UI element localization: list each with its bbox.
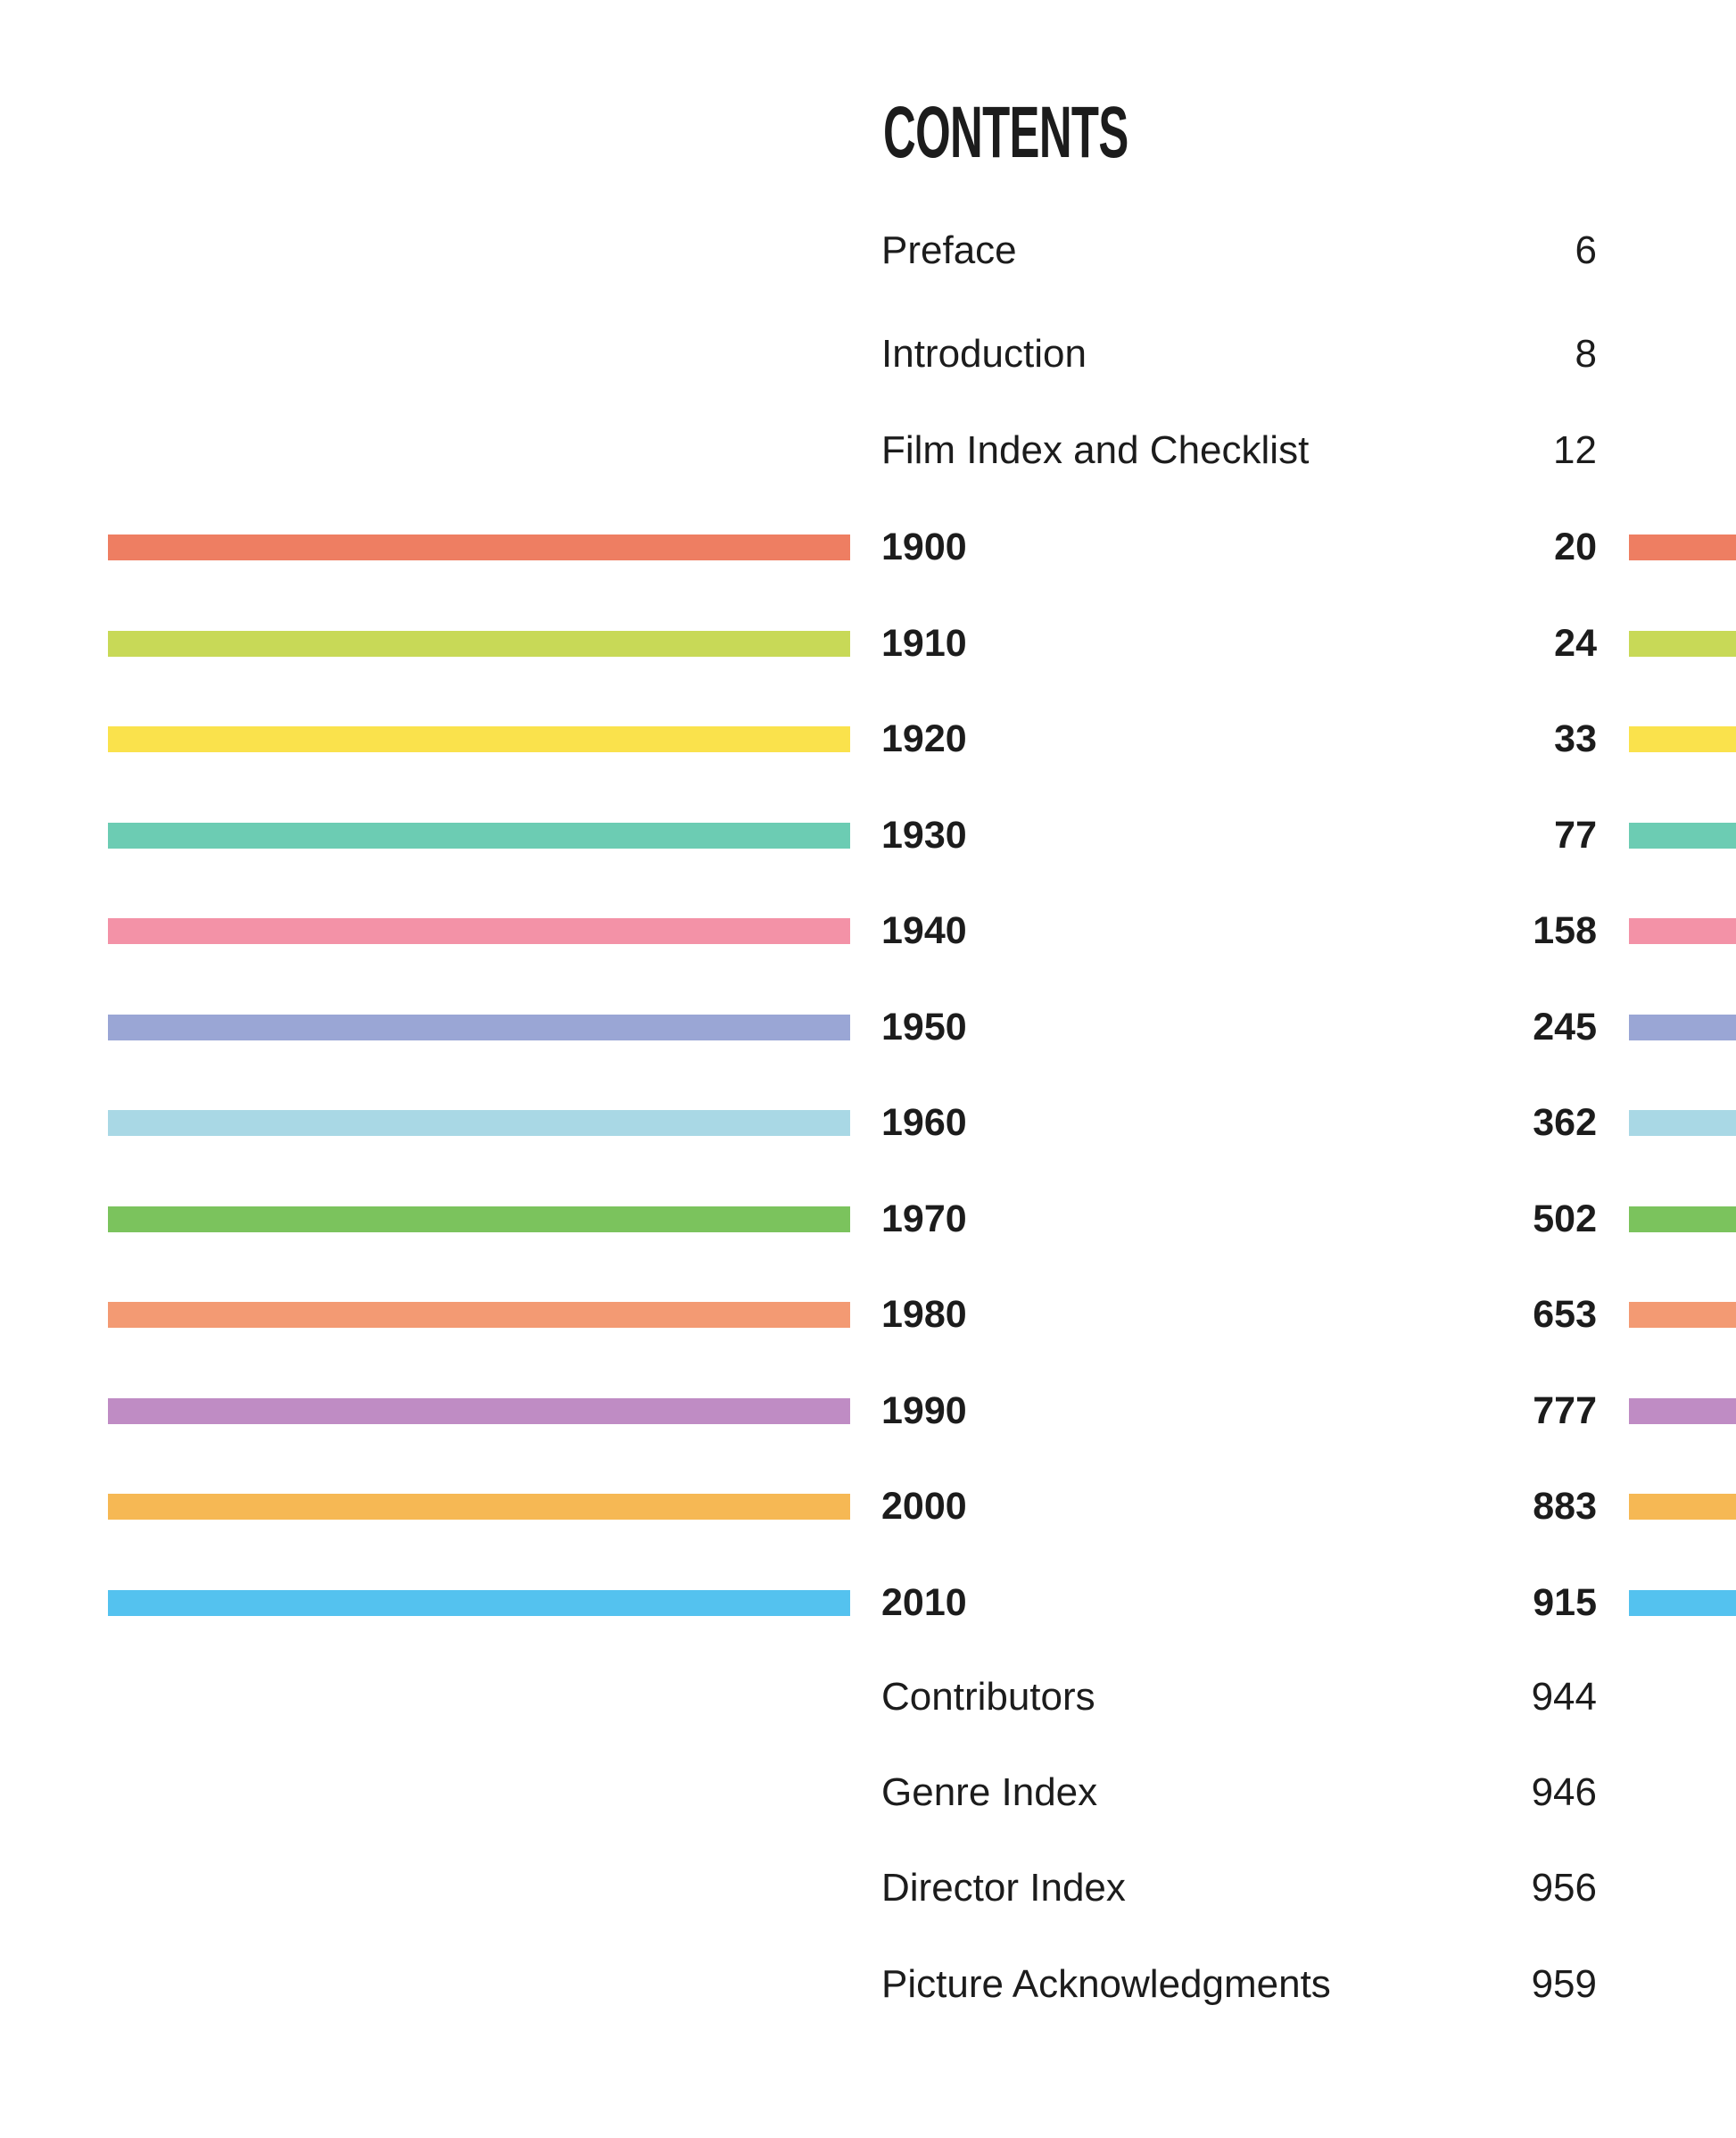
decade-color-bar-right (1629, 1494, 1736, 1520)
toc-entry-label: 1980 (881, 1293, 967, 1336)
toc-page-number: 362 (1533, 1101, 1597, 1144)
toc-page-number: 33 (1554, 717, 1597, 760)
decade-color-bar-left (108, 1206, 850, 1232)
toc-page-number: 6 (1575, 228, 1597, 272)
toc-entry-label: 2000 (881, 1485, 967, 1528)
toc-row-1920: 1920 33 (0, 710, 1736, 767)
toc-row-1990: 1990 777 (0, 1382, 1736, 1439)
toc-entry-label: 1940 (881, 909, 967, 952)
toc-entry-label: 1930 (881, 814, 967, 857)
toc-row-1950: 1950 245 (0, 999, 1736, 1056)
toc-page-number: 8 (1575, 332, 1597, 376)
toc-page-number: 502 (1533, 1197, 1597, 1240)
decade-color-bar-left (108, 534, 850, 560)
decade-color-bar-left (108, 1302, 850, 1328)
decade-color-bar-right (1629, 1398, 1736, 1424)
toc-entry-label: 1960 (881, 1101, 967, 1144)
toc-entry-label: Introduction (881, 332, 1087, 376)
toc-row-1940: 1940 158 (0, 902, 1736, 959)
toc-page-number: 944 (1531, 1675, 1597, 1719)
toc-row-1970: 1970 502 (0, 1190, 1736, 1247)
toc-entry-label: 1970 (881, 1197, 967, 1240)
toc-entry-label: Contributors (881, 1675, 1095, 1719)
toc-entry-label: 1990 (881, 1389, 967, 1432)
toc-page-number: 77 (1554, 814, 1597, 857)
toc-entry-label: 1910 (881, 622, 967, 665)
decade-color-bar-left (108, 1015, 850, 1040)
toc-row-picture-acknowledgments: Picture Acknowledgments 959 (0, 1956, 1736, 2013)
toc-page-number: 653 (1533, 1293, 1597, 1336)
decade-color-bar-right (1629, 631, 1736, 657)
decade-color-bar-right (1629, 1015, 1736, 1040)
page-title: CONTENTS (883, 92, 1128, 173)
toc-entry-label: Director Index (881, 1866, 1126, 1910)
toc-entry-label: Genre Index (881, 1770, 1098, 1814)
decade-color-bar-right (1629, 726, 1736, 752)
toc-page-number: 158 (1533, 909, 1597, 952)
toc-entry-label: Picture Acknowledgments (881, 1962, 1331, 2006)
toc-page-number: 24 (1554, 622, 1597, 665)
decade-color-bar-left (108, 918, 850, 944)
decade-color-bar-left (108, 1398, 850, 1424)
decade-color-bar-left (108, 823, 850, 849)
toc-row-1910: 1910 24 (0, 615, 1736, 672)
toc-page-number: 777 (1533, 1389, 1597, 1432)
toc-row-2000: 2000 883 (0, 1478, 1736, 1535)
toc-page-number: 956 (1531, 1866, 1597, 1910)
decade-color-bar-left (108, 1590, 850, 1616)
toc-row-contributors: Contributors 944 (0, 1669, 1736, 1726)
toc-row-1980: 1980 653 (0, 1286, 1736, 1343)
toc-page-number: 883 (1533, 1485, 1597, 1528)
toc-page-number: 946 (1531, 1770, 1597, 1814)
toc-row-1930: 1930 77 (0, 807, 1736, 864)
decade-color-bar-left (108, 1110, 850, 1136)
toc-entry-label: 1920 (881, 717, 967, 760)
toc-row-director-index: Director Index 956 (0, 1860, 1736, 1917)
decade-color-bar-right (1629, 1110, 1736, 1136)
decade-color-bar-right (1629, 1302, 1736, 1328)
decade-color-bar-right (1629, 1590, 1736, 1616)
toc-row-introduction: Introduction 8 (0, 326, 1736, 383)
toc-entry-label: 1950 (881, 1006, 967, 1048)
toc-row-1960: 1960 362 (0, 1094, 1736, 1151)
toc-page-number: 959 (1531, 1962, 1597, 2006)
toc-page-number: 915 (1533, 1581, 1597, 1624)
toc-entry-label: Film Index and Checklist (881, 428, 1310, 472)
decade-color-bar-right (1629, 1206, 1736, 1232)
toc-page-number: 245 (1533, 1006, 1597, 1048)
toc-page-number: 12 (1553, 428, 1597, 472)
toc-row-2010: 2010 915 (0, 1574, 1736, 1631)
decade-color-bar-left (108, 1494, 850, 1520)
decade-color-bar-right (1629, 918, 1736, 944)
decade-color-bar-left (108, 631, 850, 657)
toc-entry-label: 2010 (881, 1581, 967, 1624)
toc-row-1900: 1900 20 (0, 518, 1736, 576)
toc-row-film-index-and-checklist: Film Index and Checklist 12 (0, 422, 1736, 479)
toc-row-genre-index: Genre Index 946 (0, 1764, 1736, 1821)
toc-entry-label: 1900 (881, 526, 967, 568)
decade-color-bar-left (108, 726, 850, 752)
toc-row-preface: Preface 6 (0, 222, 1736, 279)
toc-page-number: 20 (1554, 526, 1597, 568)
decade-color-bar-right (1629, 823, 1736, 849)
toc-entry-label: Preface (881, 228, 1017, 272)
decade-color-bar-right (1629, 534, 1736, 560)
